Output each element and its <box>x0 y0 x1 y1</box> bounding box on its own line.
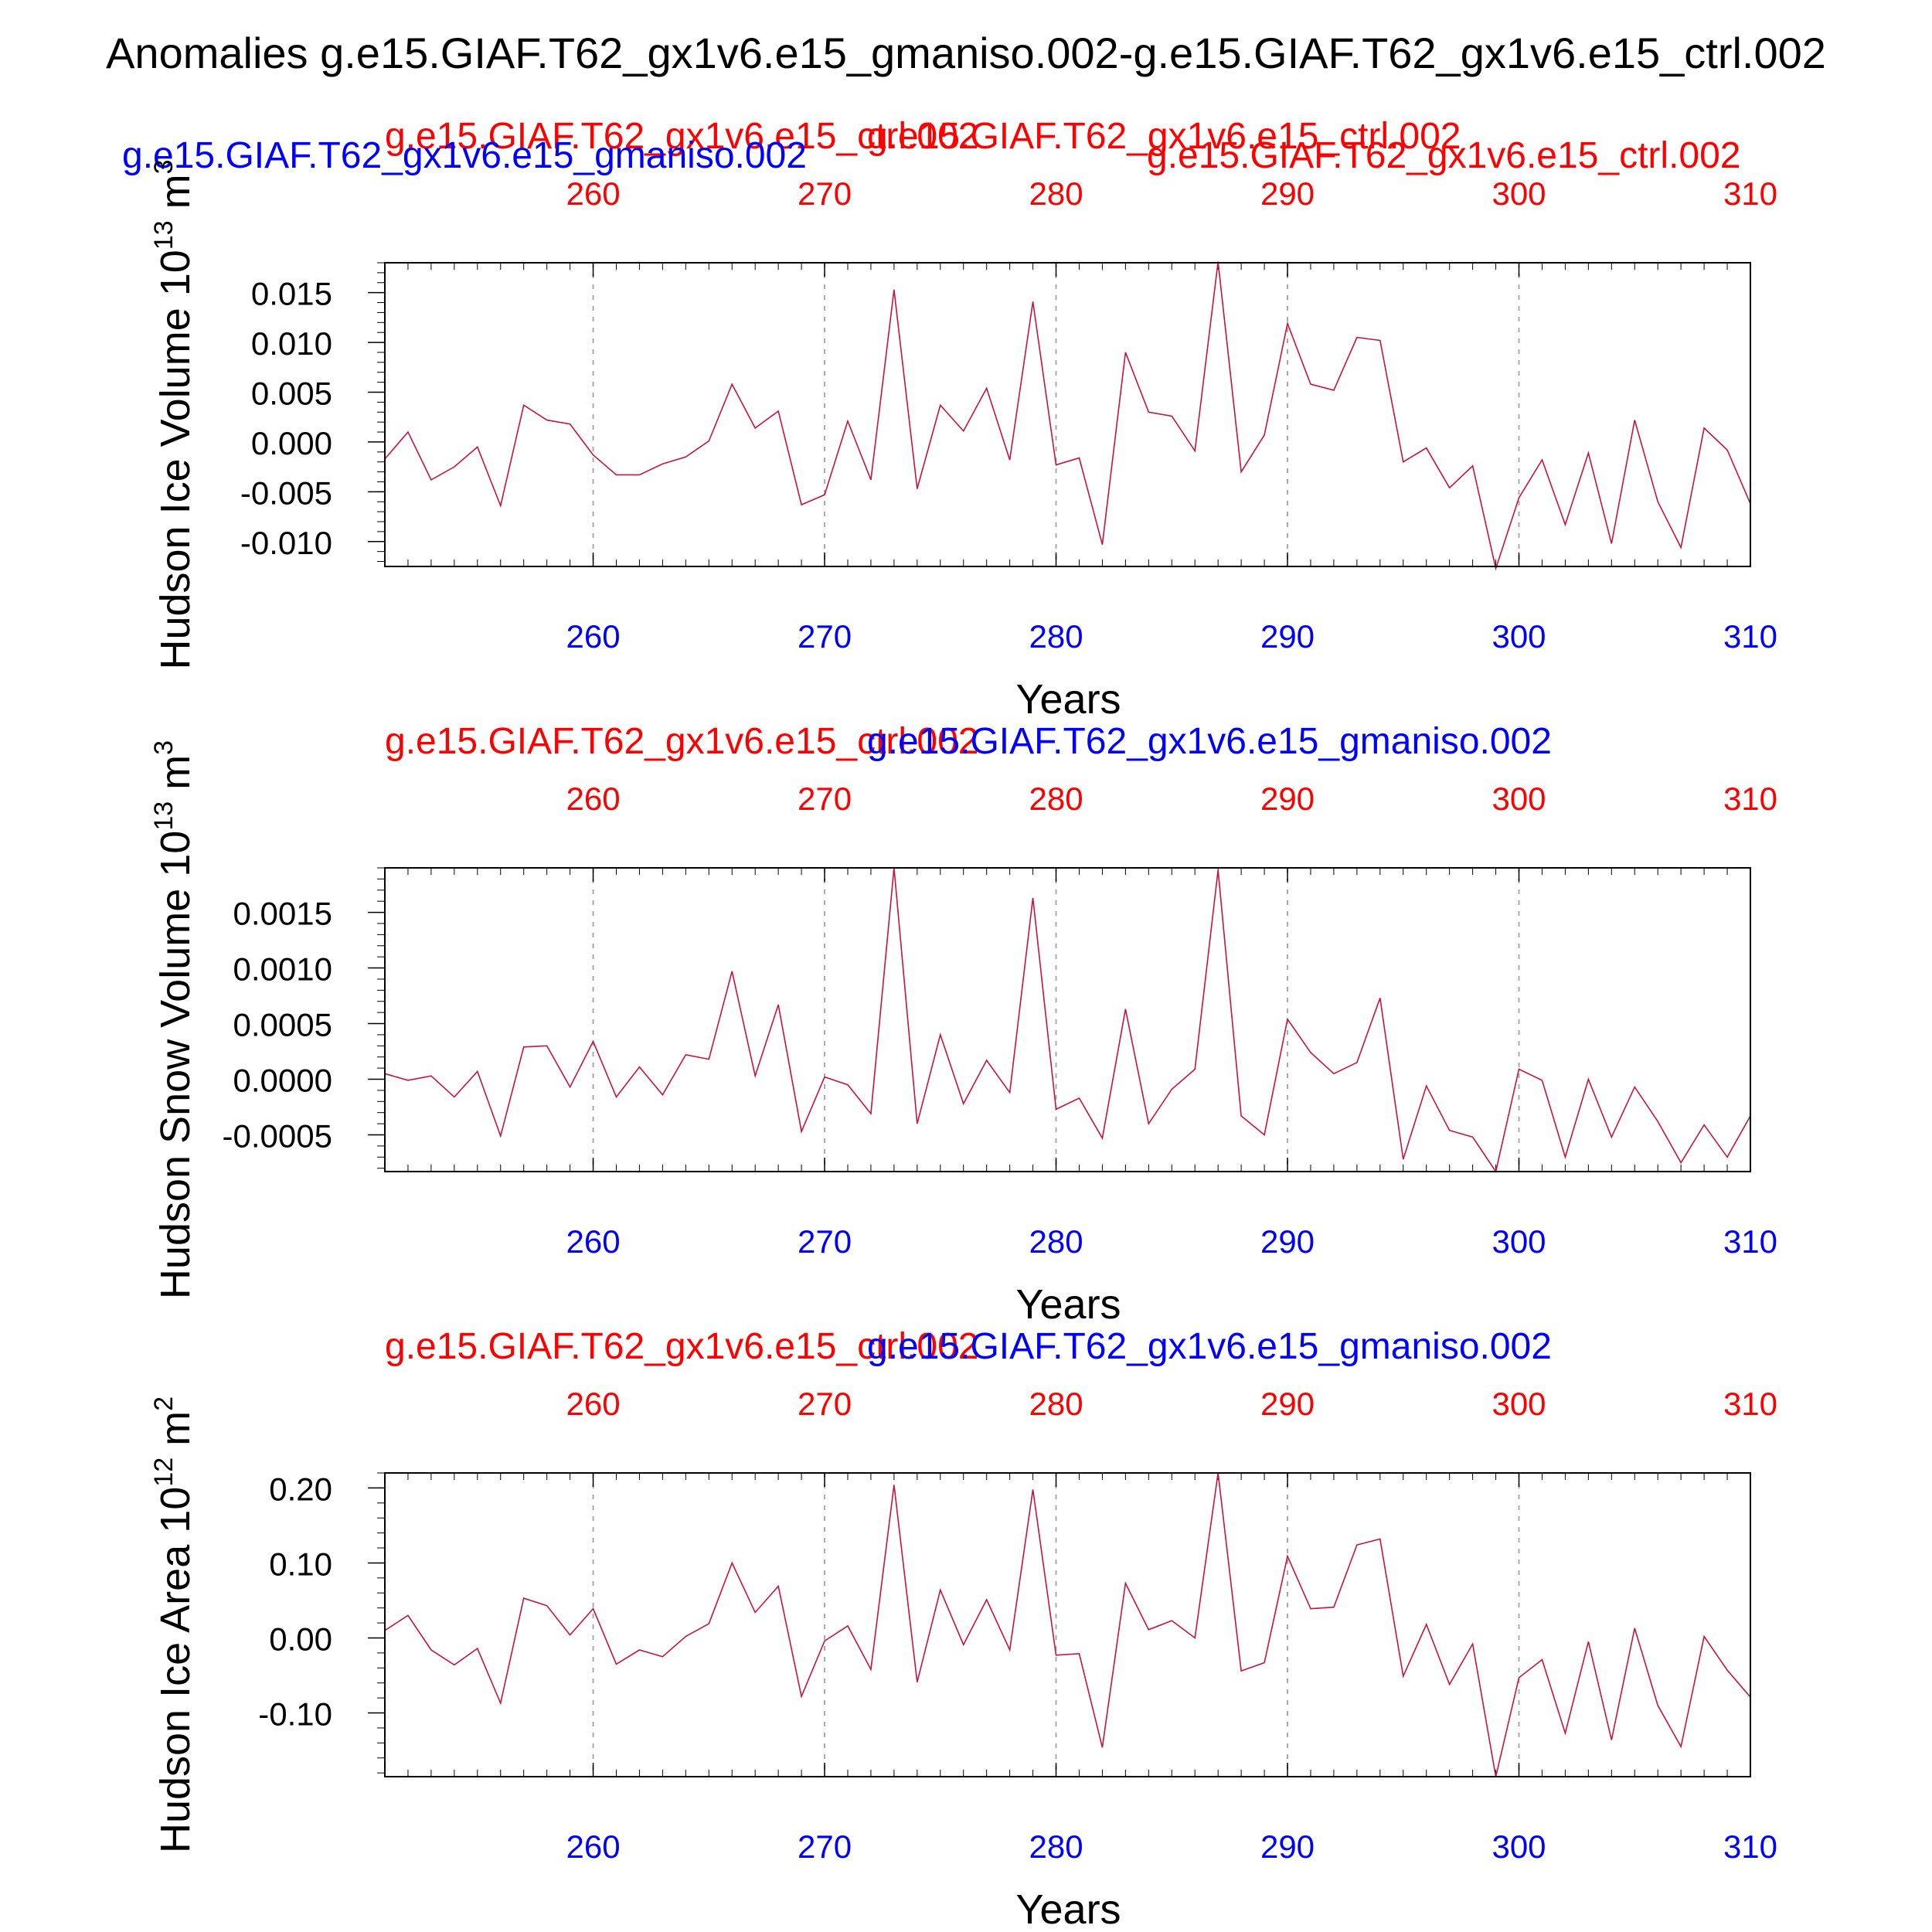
legend-label-blue: g.e15.GIAF.T62_gx1v6.e15_gmaniso.002 <box>122 135 807 176</box>
y-tick-label: 0.010 <box>251 325 332 362</box>
x-tick-label-top: 260 <box>566 175 621 212</box>
x-axis-label: Years <box>1015 1886 1121 1932</box>
x-tick-label-top: 270 <box>798 1386 852 1422</box>
legend-label-blue: g.e15.GIAF.T62_gx1v6.e15_gmaniso.002 <box>867 1326 1552 1367</box>
x-tick-label-bottom: 300 <box>1492 618 1546 655</box>
y-tick-label: -0.0005 <box>223 1117 332 1154</box>
series-line <box>384 867 1751 1173</box>
x-tick-label-top: 290 <box>1260 175 1315 212</box>
x-tick-label-bottom: 280 <box>1029 618 1083 655</box>
legend-label-blue: g.e15.GIAF.T62_gx1v6.e15_gmaniso.002 <box>867 721 1552 762</box>
x-tick-label-bottom: 260 <box>566 1223 621 1260</box>
y-tick-label: 0.10 <box>269 1546 332 1582</box>
x-tick-label-bottom: 270 <box>798 1828 852 1865</box>
x-tick-label-top: 280 <box>1029 781 1083 817</box>
x-tick-label-bottom: 270 <box>798 1223 852 1260</box>
x-axis-label: Years <box>1015 1281 1121 1328</box>
panel-3: g.e15.GIAF.T62_gx1v6.e15_ctrl.002g.e15.G… <box>149 1326 1777 1932</box>
y-tick-label: 0.20 <box>269 1471 332 1507</box>
x-tick-label-top: 310 <box>1723 175 1777 212</box>
x-tick-label-top: 270 <box>798 175 852 212</box>
legend-label-red: g.e15.GIAF.T62_gx1v6.e15_ctrl.002 <box>385 1326 979 1367</box>
legend-label-red: g.e15.GIAF.T62_gx1v6.e15_ctrl.002 <box>385 116 979 157</box>
x-tick-label-bottom: 280 <box>1029 1828 1083 1865</box>
x-tick-label-top: 300 <box>1492 781 1546 817</box>
panels: g.e15.GIAF.T62_gx1v6.e15_ctrl.002g.e15.G… <box>122 116 1777 1932</box>
x-tick-label-top: 310 <box>1723 1386 1777 1422</box>
x-tick-label-bottom: 300 <box>1492 1828 1546 1865</box>
x-tick-label-top: 310 <box>1723 781 1777 817</box>
panel-1: g.e15.GIAF.T62_gx1v6.e15_ctrl.002g.e15.G… <box>122 116 1777 723</box>
x-tick-label-bottom: 290 <box>1260 1223 1315 1260</box>
plot-frame <box>384 262 1751 567</box>
x-tick-label-top: 290 <box>1260 781 1315 817</box>
y-axis-label: Hudson Snow Volume 1013 m3 <box>149 740 199 1299</box>
y-tick-label: 0.0015 <box>233 896 332 932</box>
x-tick-label-top: 290 <box>1260 1386 1315 1422</box>
x-tick-label-top: 260 <box>566 781 621 817</box>
legend-label-red-overlap: g.e15.GIAF.T62_gx1v6.e15_ctrl.002 <box>867 116 1461 157</box>
x-tick-label-bottom: 280 <box>1029 1223 1083 1260</box>
series-line <box>384 1472 1751 1777</box>
y-tick-label: 0.00 <box>269 1621 332 1657</box>
x-axis-label: Years <box>1015 676 1121 723</box>
series-line <box>384 261 1751 571</box>
legend-label-red: g.e15.GIAF.T62_gx1v6.e15_ctrl.002 <box>385 721 979 762</box>
x-tick-label-bottom: 270 <box>798 618 852 655</box>
y-tick-label: 0.005 <box>251 376 332 412</box>
x-tick-label-bottom: 310 <box>1723 1828 1777 1865</box>
x-tick-label-top: 280 <box>1029 1386 1083 1422</box>
x-tick-label-bottom: 310 <box>1723 1223 1777 1260</box>
x-tick-label-top: 300 <box>1492 175 1546 212</box>
x-tick-label-bottom: 260 <box>566 618 621 655</box>
y-tick-label: -0.010 <box>240 525 332 561</box>
y-tick-label: -0.10 <box>258 1696 332 1733</box>
y-tick-label: 0.000 <box>251 425 332 461</box>
x-tick-label-top: 270 <box>798 781 852 817</box>
y-tick-label: 0.0005 <box>233 1007 332 1043</box>
x-tick-label-bottom: 260 <box>566 1828 621 1865</box>
y-tick-label: 0.0000 <box>233 1063 332 1099</box>
y-axis-label: Hudson Ice Volume 1013 m3 <box>149 159 199 669</box>
x-tick-label-bottom: 300 <box>1492 1223 1546 1260</box>
x-tick-label-top: 300 <box>1492 1386 1546 1422</box>
plot-frame <box>384 1472 1751 1777</box>
y-axis-label: Hudson Ice Area 1012 m2 <box>149 1396 199 1853</box>
y-tick-label: 0.015 <box>251 276 332 312</box>
legend-label-red-right: g.e15.GIAF.T62_gx1v6.e15_ctrl.002 <box>1147 135 1741 176</box>
panel-2: g.e15.GIAF.T62_gx1v6.e15_ctrl.002g.e15.G… <box>149 721 1777 1328</box>
x-tick-label-bottom: 290 <box>1260 1828 1315 1865</box>
plot-frame <box>384 867 1751 1172</box>
x-tick-label-top: 280 <box>1029 175 1083 212</box>
x-tick-label-bottom: 310 <box>1723 618 1777 655</box>
y-tick-label: 0.0010 <box>233 951 332 988</box>
x-tick-label-top: 260 <box>566 1386 621 1422</box>
y-tick-label: -0.005 <box>240 474 332 511</box>
figure-title: Anomalies g.e15.GIAF.T62_gx1v6.e15_gmani… <box>106 29 1826 77</box>
x-tick-label-bottom: 290 <box>1260 618 1315 655</box>
